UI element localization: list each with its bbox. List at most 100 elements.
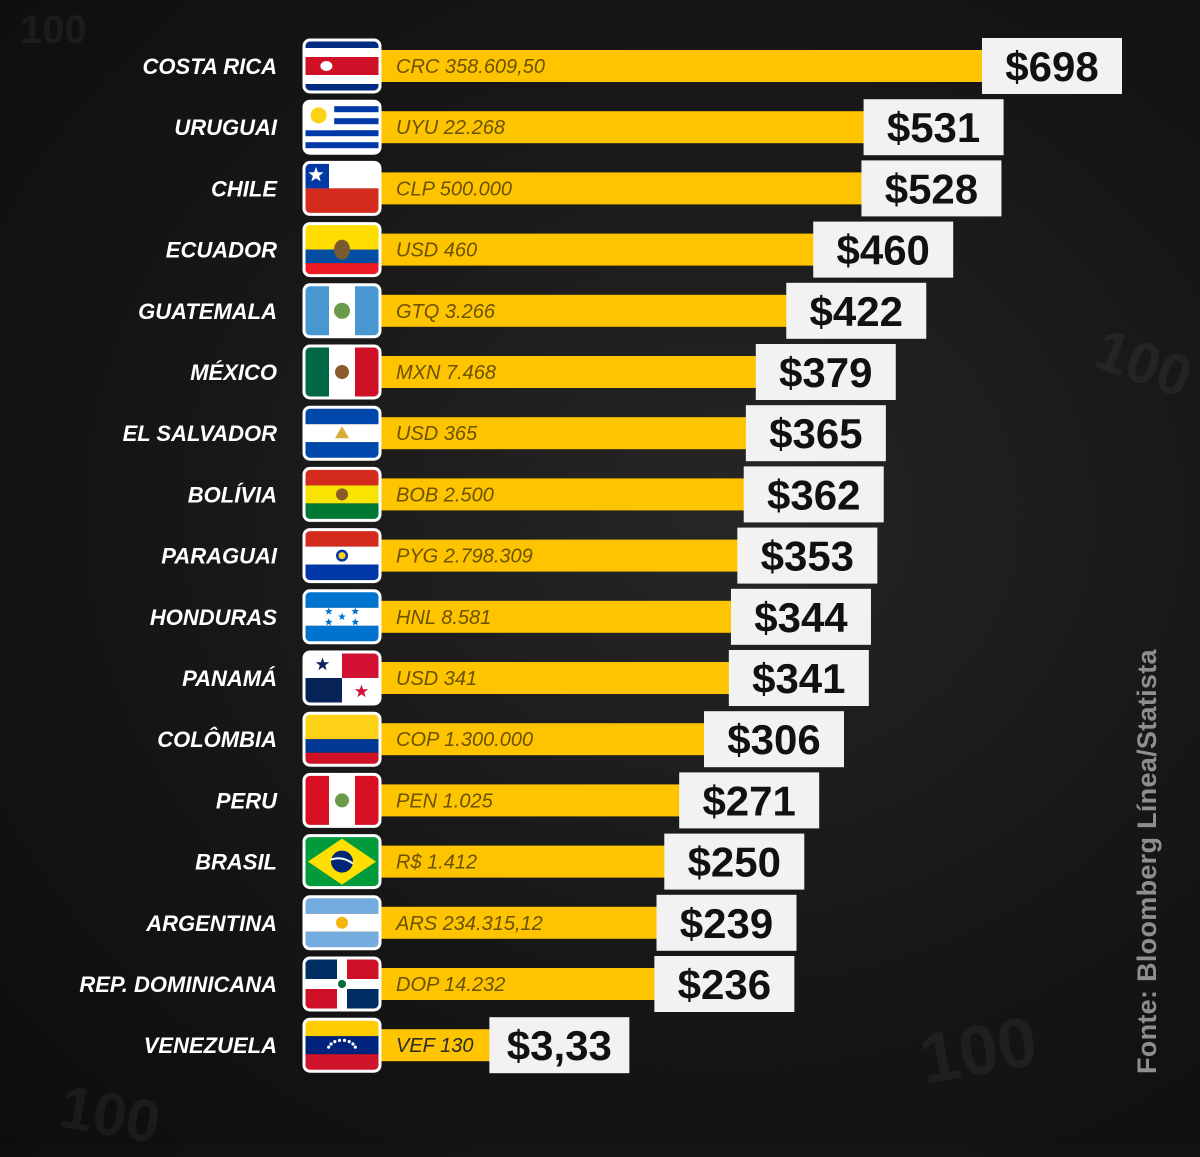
local-currency-label: VEF 130 — [396, 1035, 473, 1057]
bar — [381, 111, 868, 144]
local-currency-label: MXN 7.468 — [396, 362, 496, 384]
ecuador-flag-icon — [302, 222, 382, 278]
value-label: $306 — [727, 716, 820, 763]
local-currency-label: BOB 2.500 — [396, 484, 494, 506]
bar — [381, 356, 760, 388]
panama-flag-icon — [302, 650, 382, 706]
bar — [381, 600, 735, 633]
value-label: $239 — [680, 900, 773, 947]
country-label: PERU — [216, 788, 278, 813]
guatemala-flag-icon — [302, 283, 382, 339]
value-label: $353 — [761, 533, 854, 580]
bar — [381, 1029, 494, 1062]
bar — [381, 233, 818, 266]
value-box — [656, 894, 797, 951]
value-box — [654, 956, 795, 1012]
country-label: BOLÍVIA — [188, 482, 277, 507]
value-label: $271 — [702, 777, 795, 824]
value-box — [664, 833, 805, 890]
country-label: HONDURAS — [150, 605, 277, 630]
country-label: PARAGUAI — [161, 544, 278, 569]
local-currency-label: USD 460 — [396, 240, 477, 262]
local-currency-label: CRC 358.609,50 — [396, 56, 545, 78]
value-label: $528 — [885, 165, 978, 212]
local-currency-label: ARS 234.315,12 — [395, 913, 543, 935]
value-label: $531 — [887, 104, 980, 151]
venezuela-flag-icon — [302, 1017, 382, 1073]
local-currency-label: USD 341 — [396, 668, 477, 690]
paraguay-flag-icon — [302, 528, 382, 584]
value-label: $362 — [767, 471, 860, 518]
country-label: COLÔMBIA — [157, 727, 277, 752]
local-currency-label: R$ 1.412 — [396, 852, 477, 874]
value-label: $341 — [752, 655, 845, 702]
costa-rica-flag-icon — [302, 38, 382, 94]
bolivia-flag-icon — [302, 466, 382, 522]
local-currency-label: CLP 500.000 — [396, 178, 512, 200]
value-label: $236 — [678, 961, 771, 1008]
argentina-flag-icon — [302, 895, 382, 951]
value-label: $250 — [688, 839, 781, 886]
value-box — [728, 650, 869, 706]
bar — [381, 294, 791, 327]
bar — [381, 172, 866, 205]
local-currency-label: UYU 22.268 — [396, 117, 505, 139]
value-box — [982, 38, 1122, 94]
value-label: $344 — [754, 594, 848, 641]
bar — [381, 662, 733, 694]
value-box — [679, 772, 820, 829]
value-box — [863, 99, 1004, 156]
bar — [381, 906, 661, 939]
country-label: ECUADOR — [166, 238, 277, 263]
bar — [381, 478, 748, 511]
country-label: COSTA RICA — [143, 54, 277, 79]
brazil-flag-icon — [302, 834, 382, 890]
local-currency-label: PYG 2.798.309 — [396, 546, 533, 568]
el-salvador-flag-icon — [302, 405, 382, 461]
value-label: $422 — [810, 288, 903, 335]
value-box — [737, 527, 878, 584]
watermark-100: 100 — [20, 8, 87, 52]
value-box — [861, 160, 1002, 217]
value-box — [730, 588, 871, 645]
local-currency-label: GTQ 3.266 — [396, 301, 496, 323]
value-box — [755, 344, 896, 400]
country-label: PANAMÁ — [182, 666, 277, 691]
value-label: $379 — [779, 349, 872, 396]
value-box — [743, 466, 884, 523]
bar — [381, 845, 669, 878]
chile-flag-icon — [302, 160, 382, 216]
country-label: ARGENTINA — [145, 911, 277, 936]
value-label: $698 — [1005, 43, 1098, 90]
value-box — [786, 282, 927, 339]
local-currency-label: PEN 1.025 — [396, 790, 494, 812]
bar — [381, 417, 750, 450]
bar — [381, 784, 684, 817]
mexico-flag-icon — [302, 344, 382, 400]
uruguay-flag-icon — [302, 99, 382, 155]
honduras-flag-icon — [302, 589, 382, 645]
dominican-republic-flag-icon — [302, 956, 382, 1012]
country-label: MÉXICO — [190, 360, 277, 385]
bar — [381, 723, 709, 756]
local-currency-label: HNL 8.581 — [396, 607, 491, 629]
value-box — [745, 405, 886, 462]
peru-flag-icon — [302, 772, 382, 828]
country-label: REP. DOMINICANA — [79, 972, 277, 997]
local-currency-label: DOP 14.232 — [396, 974, 505, 996]
value-box — [813, 221, 954, 278]
value-box — [704, 711, 845, 768]
local-currency-label: USD 365 — [396, 423, 478, 445]
bar — [381, 968, 659, 1000]
colombia-flag-icon — [302, 711, 382, 767]
country-label: GUATEMALA — [138, 299, 277, 324]
bar — [381, 539, 742, 572]
country-label: EL SALVADOR — [123, 421, 278, 446]
value-label: $460 — [836, 227, 929, 274]
bar — [381, 50, 986, 82]
country-label: CHILE — [211, 176, 278, 201]
country-label: BRASIL — [195, 850, 277, 875]
value-label: $3,33 — [507, 1022, 612, 1069]
country-label: URUGUAI — [174, 115, 278, 140]
